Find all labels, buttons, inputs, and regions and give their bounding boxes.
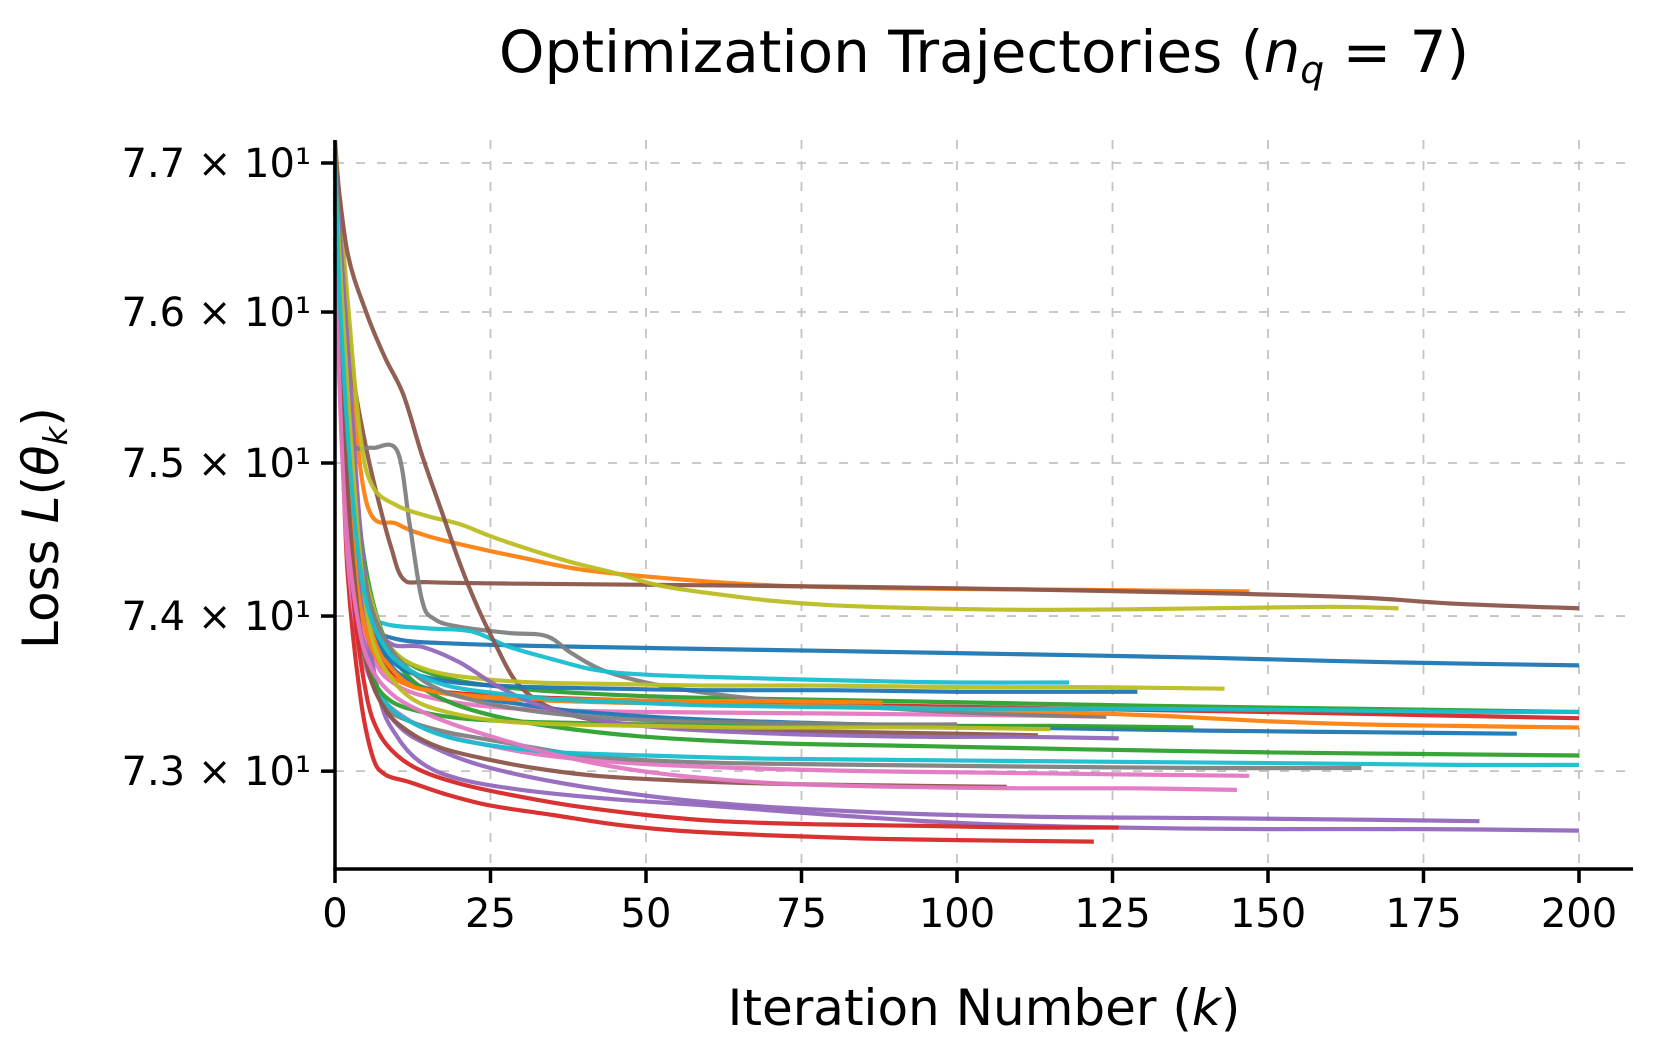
trajectory-line [332, 162, 1119, 741]
y-axis-label: Loss L(θk) [12, 407, 75, 649]
x-tick-label: 175 [1385, 891, 1461, 937]
y-tick-label: 7.3 × 10¹ [122, 749, 312, 795]
trajectory-line [332, 177, 1051, 732]
y-tick-label: 7.4 × 10¹ [122, 594, 312, 640]
x-tick-label: 75 [776, 891, 827, 937]
x-tick-label: 150 [1230, 891, 1306, 937]
trajectory-line [332, 252, 1237, 792]
y-tick-label: 7.5 × 10¹ [122, 441, 312, 487]
y-tick-label: 7.7 × 10¹ [122, 141, 312, 187]
trajectory-line [332, 162, 1107, 719]
x-tick-label: 25 [465, 891, 516, 937]
x-tick-label: 125 [1074, 891, 1150, 937]
y-tick-label: 7.6 × 10¹ [122, 290, 312, 336]
trajectory-line [332, 148, 1399, 612]
x-tick-label: 100 [919, 891, 995, 937]
trajectory-line [332, 162, 1580, 715]
axes: 0 25 50 75 100 125 150 175 200 7.7 × 10¹ 7.6 × 10¹… [122, 140, 1633, 937]
x-tick-label: 50 [621, 891, 672, 937]
x-axis-label: Iteration Number (k) [728, 979, 1241, 1037]
trajectory-line [332, 170, 1070, 685]
x-tick-label: 200 [1541, 891, 1617, 937]
trajectory-line [332, 177, 1580, 721]
trajectories [332, 140, 1580, 844]
trajectory-line [332, 148, 1580, 758]
x-tick-label: 0 [322, 891, 347, 937]
chart-title: Optimization Trajectories (nq = 7) [499, 18, 1469, 92]
trajectory-line [332, 155, 1038, 738]
